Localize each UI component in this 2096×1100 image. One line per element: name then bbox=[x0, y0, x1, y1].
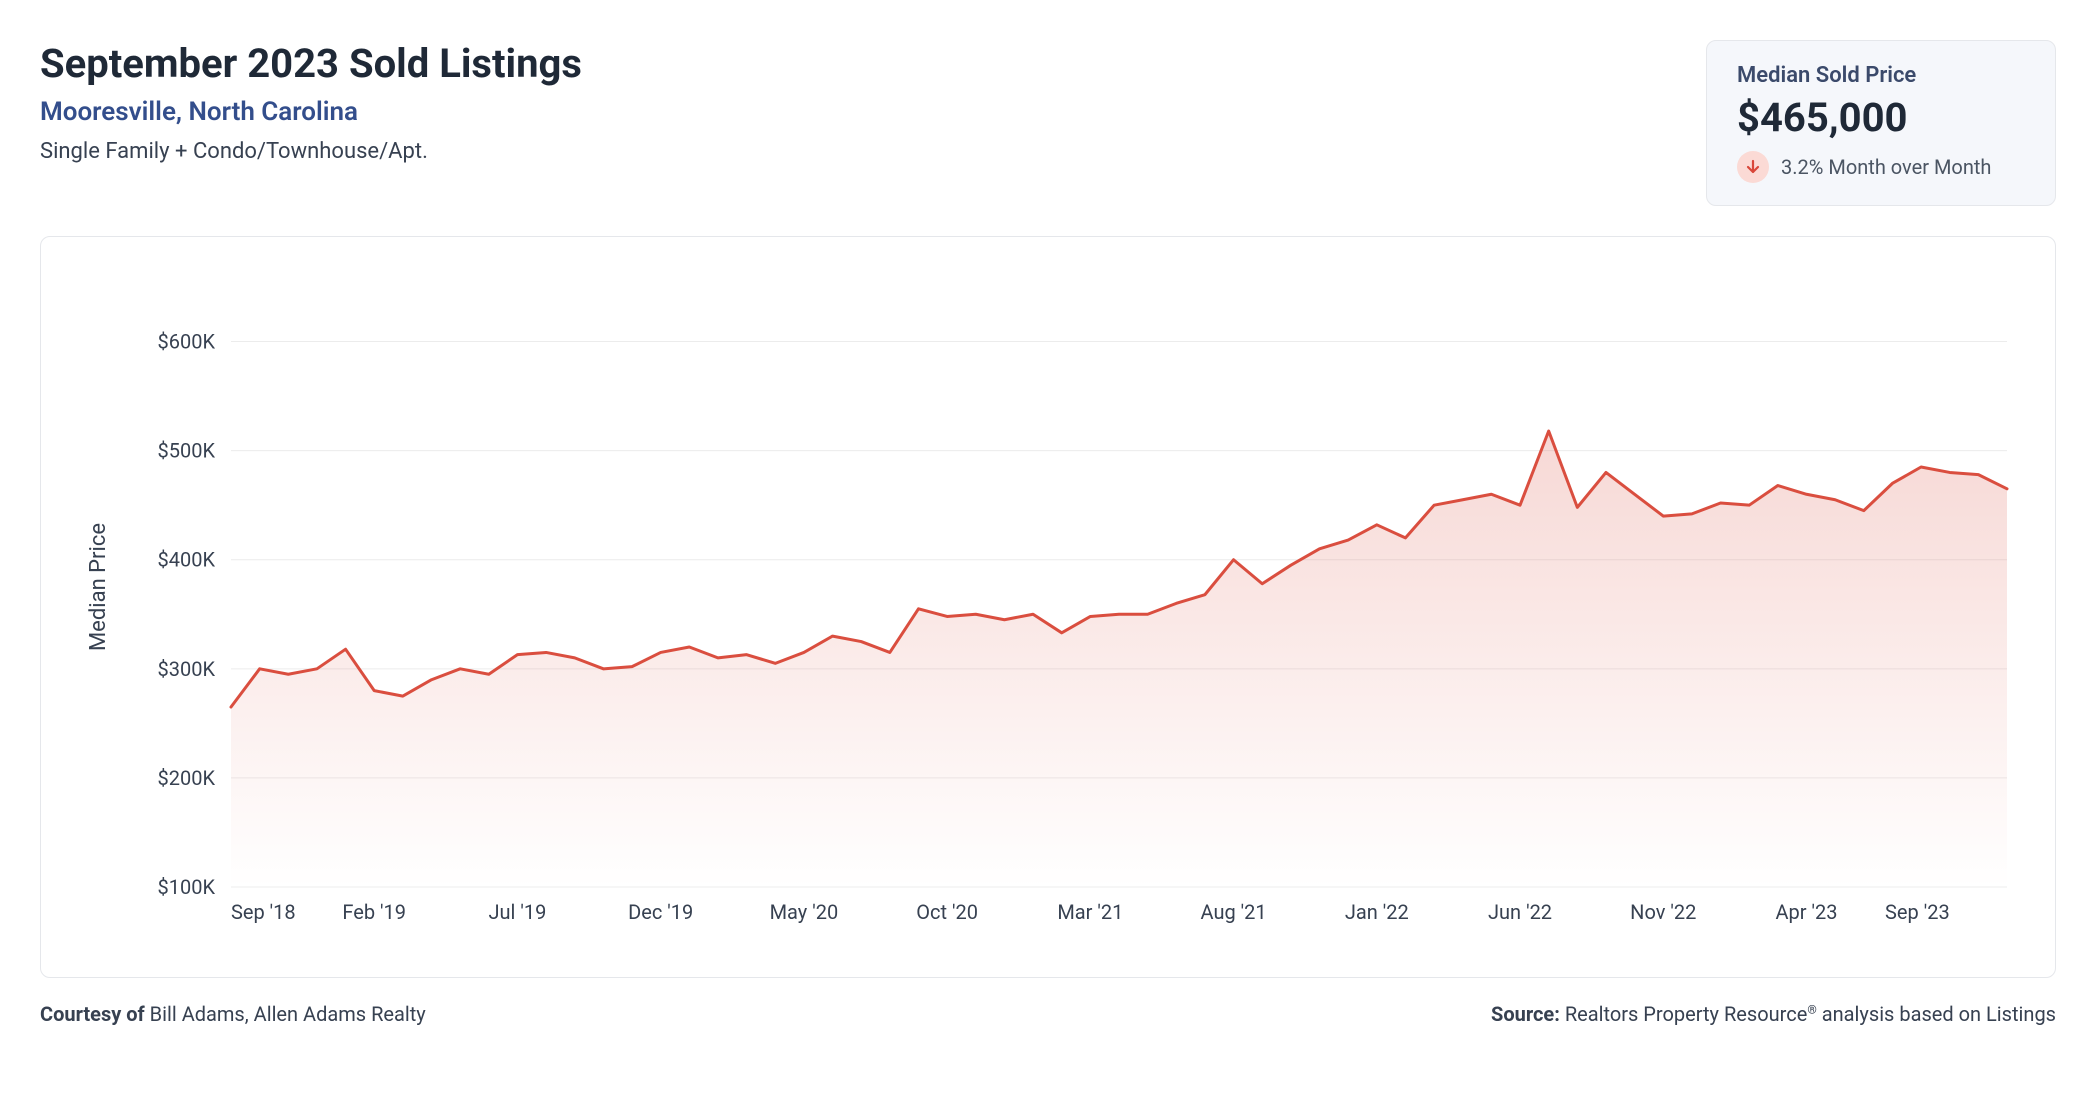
svg-text:$200K: $200K bbox=[157, 766, 215, 790]
courtesy-value: Bill Adams, Allen Adams Realty bbox=[145, 1002, 426, 1026]
median-price-chart: $100K $200K $300K $400K $500K $600K Median Pri… bbox=[61, 257, 2037, 947]
svg-text:Nov '22: Nov '22 bbox=[1630, 900, 1696, 924]
location-subtitle: Mooresville, North Carolina bbox=[40, 97, 582, 127]
property-type-description: Single Family + Condo/Townhouse/Apt. bbox=[40, 139, 582, 164]
svg-text:Dec '19: Dec '19 bbox=[628, 900, 693, 924]
median-price-stat-box: Median Sold Price $465,000 3.2% Month ov… bbox=[1706, 40, 2056, 206]
header-left: September 2023 Sold Listings Mooresville… bbox=[40, 40, 582, 164]
svg-text:May '20: May '20 bbox=[770, 900, 839, 924]
svg-text:$100K: $100K bbox=[157, 875, 215, 899]
courtesy-text: Courtesy of Bill Adams, Allen Adams Real… bbox=[40, 1002, 426, 1026]
source-suffix: analysis based on Listings bbox=[1817, 1002, 2056, 1026]
svg-text:$500K: $500K bbox=[157, 439, 215, 463]
svg-text:Sep '23: Sep '23 bbox=[1885, 900, 1950, 924]
svg-text:Median Price: Median Price bbox=[86, 523, 111, 651]
arrow-down-icon bbox=[1737, 151, 1769, 183]
courtesy-label: Courtesy of bbox=[40, 1002, 145, 1026]
svg-text:Oct '20: Oct '20 bbox=[916, 900, 978, 924]
chart-card: $100K $200K $300K $400K $500K $600K Median Pri… bbox=[40, 236, 2056, 978]
svg-text:Jun '22: Jun '22 bbox=[1488, 900, 1552, 924]
svg-text:Sep '18: Sep '18 bbox=[231, 900, 296, 924]
source-value: Realtors Property Resource bbox=[1560, 1002, 1807, 1026]
svg-text:Feb '19: Feb '19 bbox=[342, 900, 406, 924]
header-row: September 2023 Sold Listings Mooresville… bbox=[40, 40, 2056, 206]
page-title: September 2023 Sold Listings bbox=[40, 40, 582, 87]
stat-label: Median Sold Price bbox=[1737, 63, 2025, 88]
source-label: Source: bbox=[1491, 1002, 1560, 1026]
svg-text:Jul '19: Jul '19 bbox=[489, 900, 547, 924]
report-container: September 2023 Sold Listings Mooresville… bbox=[40, 40, 2056, 1026]
footer-row: Courtesy of Bill Adams, Allen Adams Real… bbox=[40, 1002, 2056, 1026]
svg-text:Aug '21: Aug '21 bbox=[1201, 900, 1267, 924]
stat-value: $465,000 bbox=[1737, 94, 2025, 141]
stat-change: 3.2% Month over Month bbox=[1737, 151, 2025, 183]
svg-text:Apr '23: Apr '23 bbox=[1775, 900, 1837, 924]
svg-text:$400K: $400K bbox=[157, 548, 215, 572]
source-text: Source: Realtors Property Resource® anal… bbox=[1491, 1002, 2056, 1026]
registered-mark: ® bbox=[1807, 1002, 1816, 1016]
svg-text:$300K: $300K bbox=[157, 657, 215, 681]
svg-text:$600K: $600K bbox=[157, 330, 215, 354]
stat-change-text: 3.2% Month over Month bbox=[1781, 155, 1991, 179]
svg-text:Mar '21: Mar '21 bbox=[1057, 900, 1123, 924]
svg-text:Jan '22: Jan '22 bbox=[1345, 900, 1409, 924]
